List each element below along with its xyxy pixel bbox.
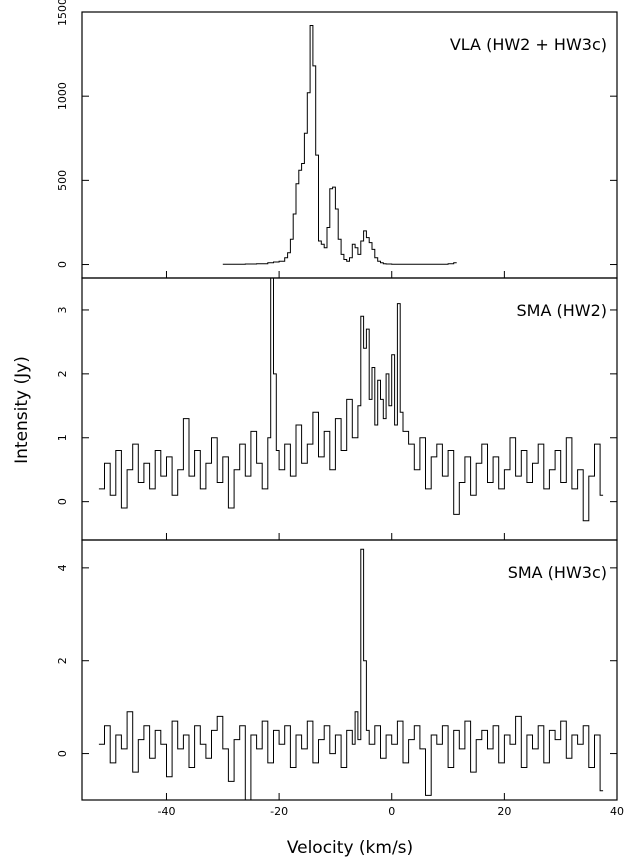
y-tick-label: 1500 <box>56 0 69 26</box>
panel-2: 0 1 2 3 SMA (HW2) <box>56 277 618 541</box>
panel-frame <box>81 539 618 801</box>
y-tick-label: 4 <box>56 564 69 571</box>
panel-label: VLA (HW2 + HW3c) <box>450 35 607 54</box>
y-axis-title: Intensity (Jy) <box>12 356 32 464</box>
y-tick-label: 0 <box>56 498 69 505</box>
x-tick-label: -40 <box>157 805 175 818</box>
x-tick-label: 0 <box>388 805 395 818</box>
y-tick-label: 2 <box>56 657 69 664</box>
panel-label: SMA (HW3c) <box>508 563 607 582</box>
x-tick-label: -20 <box>270 805 288 818</box>
spectrum-line <box>222 25 457 265</box>
y-tick-label: 1 <box>56 434 69 441</box>
panel-label: SMA (HW2) <box>516 301 607 320</box>
y-tick-label: 0 <box>56 261 69 268</box>
panel-1: 0 500 1000 1500 VLA (HW2 + HW3c) <box>56 0 618 279</box>
y-tick-label: 500 <box>56 170 69 191</box>
x-tick-label: 40 <box>610 805 624 818</box>
x-axis-title: Velocity (km/s) <box>287 838 413 858</box>
spectrum-line <box>98 278 604 522</box>
y-tick-label: 3 <box>56 306 69 313</box>
x-tick-label: 20 <box>497 805 511 818</box>
y-tick-label: 2 <box>56 370 69 377</box>
panels: 0 500 1000 1500 VLA (HW2 + HW3c) 0 1 2 3 SMA (HW2… <box>56 0 624 818</box>
spectrum-line <box>98 548 604 800</box>
y-tick-label: 1000 <box>56 82 69 110</box>
y-tick-label: 0 <box>56 750 69 757</box>
panel-3: 0 2 4 -40 -20 0 20 40 SMA (HW3c) <box>56 539 624 818</box>
